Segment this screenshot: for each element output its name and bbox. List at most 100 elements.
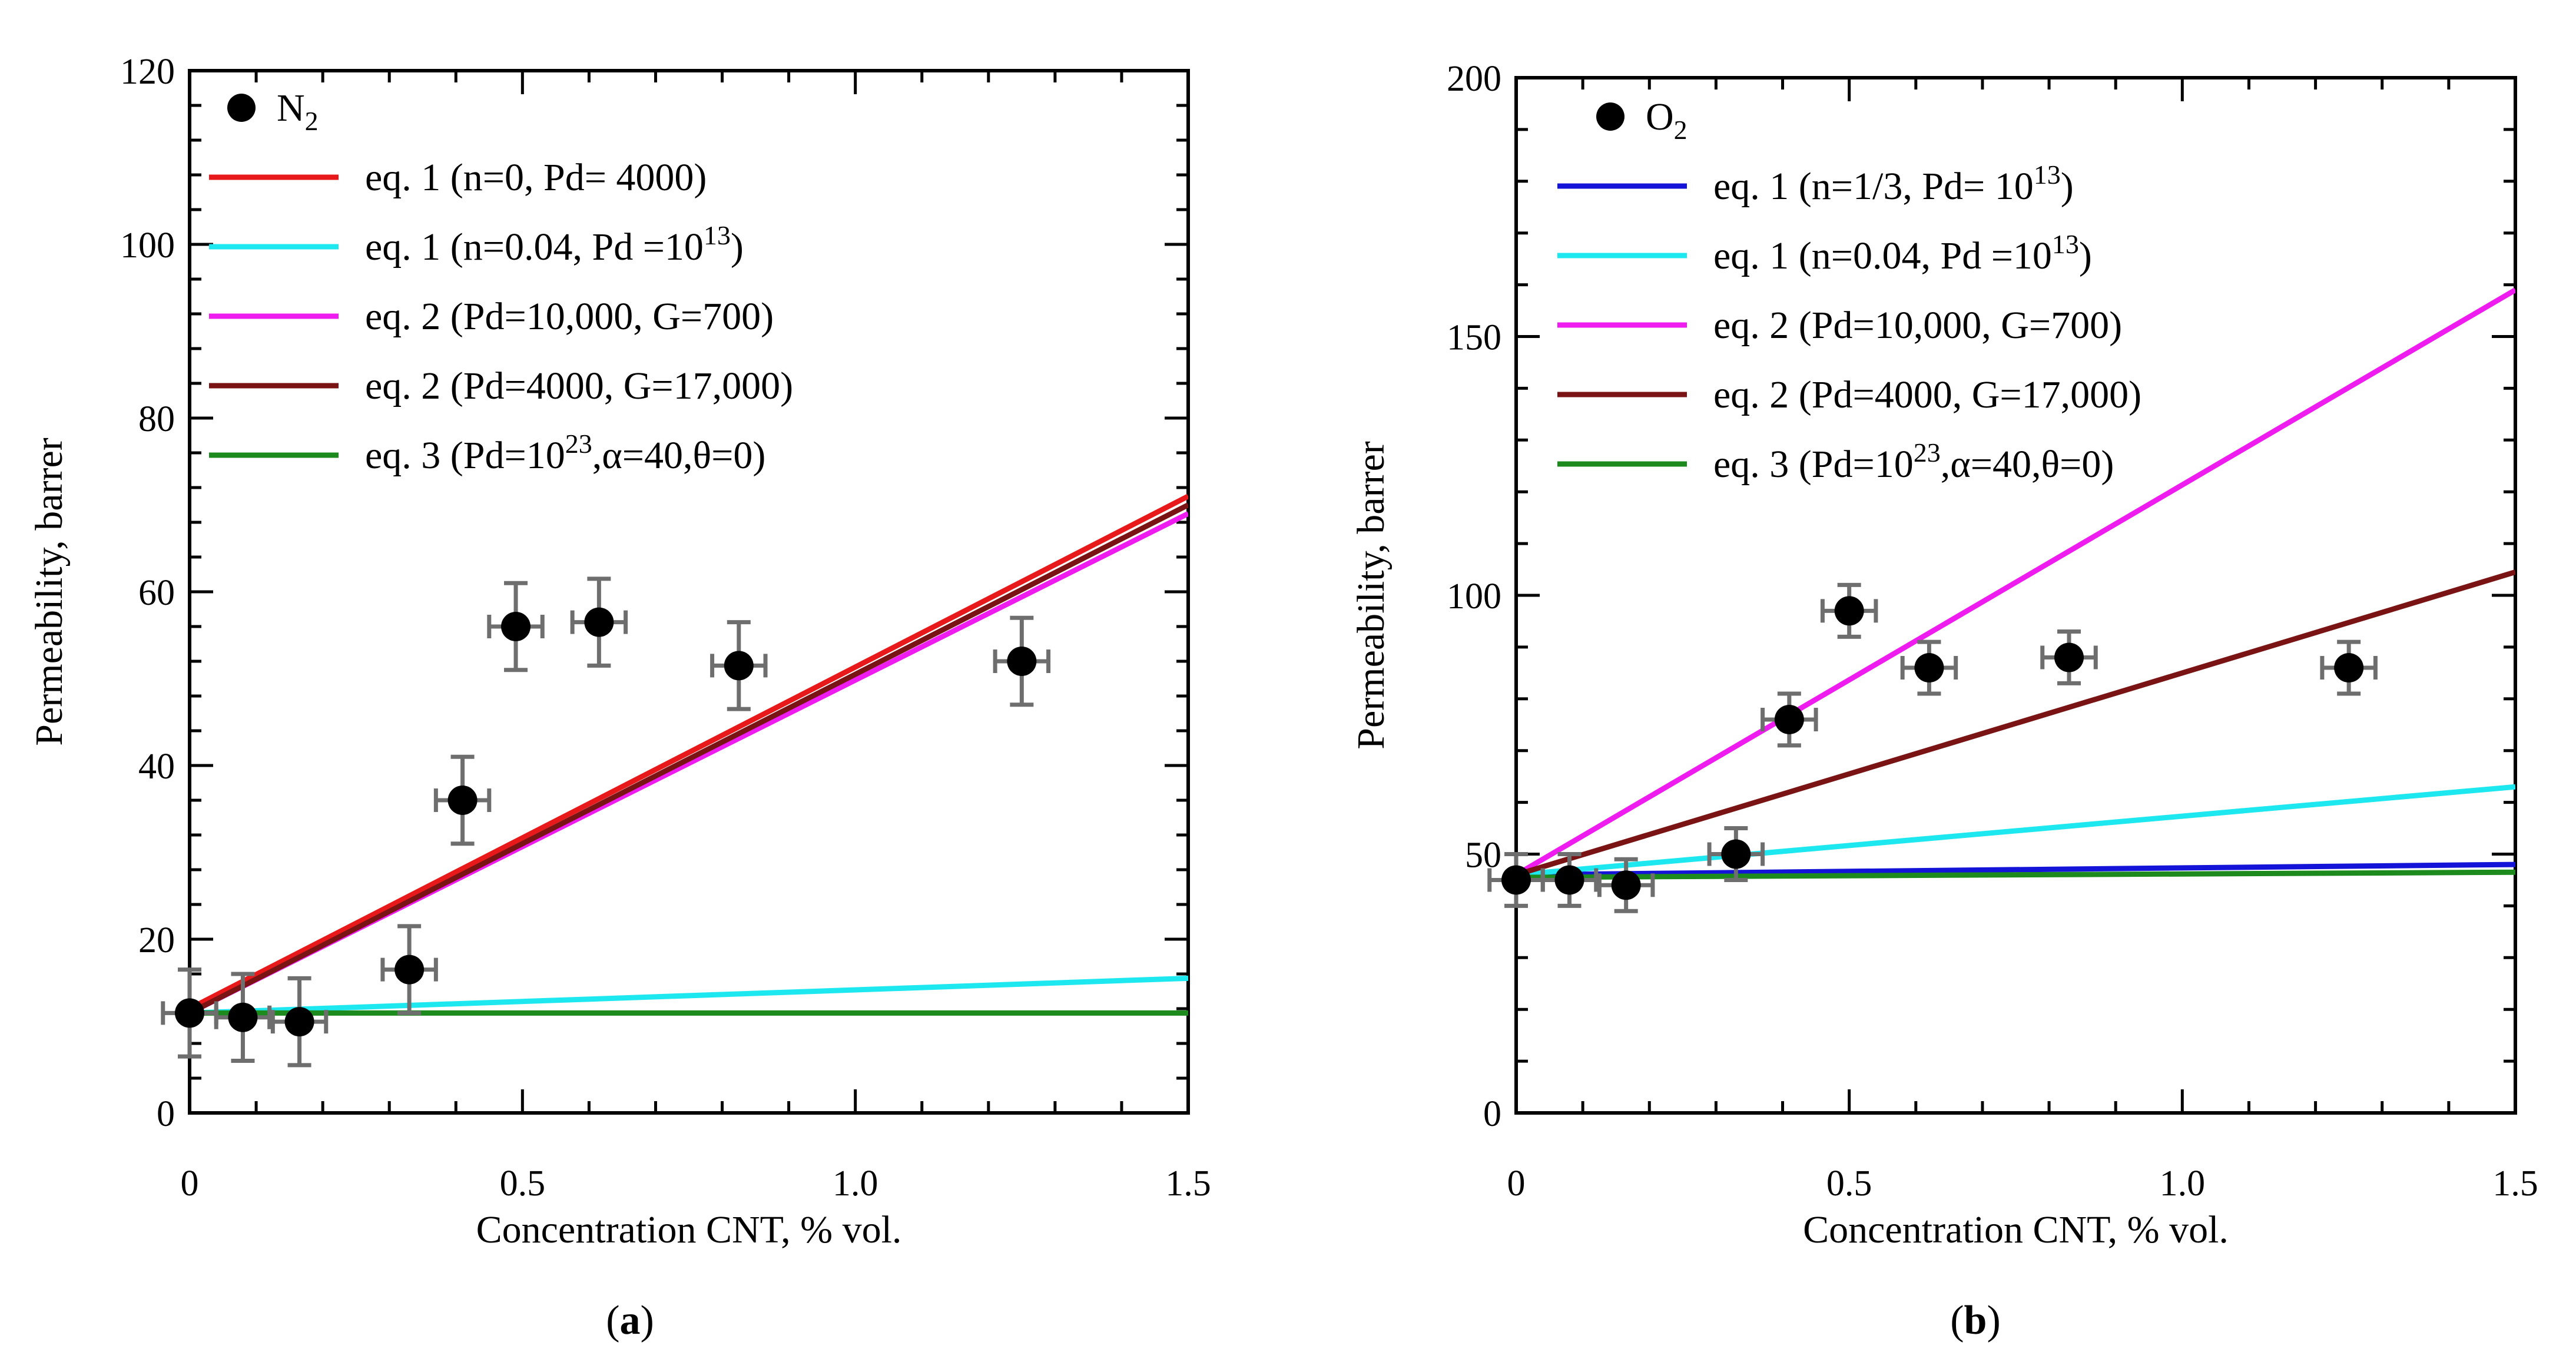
legend-text-part: eq. 2 (Pd=4000, G=17,000) bbox=[1713, 373, 2141, 416]
legend-text-part: ) bbox=[2079, 234, 2092, 277]
series-line-3 bbox=[190, 502, 1188, 1016]
legend-marker-points bbox=[1596, 102, 1624, 131]
data-point bbox=[724, 651, 754, 681]
panel-b: 0 0.5 1.0 1.5 0 50 100 150 200 Concentration CNT,… bbox=[1350, 59, 2538, 1343]
legend-marker-points bbox=[227, 94, 256, 122]
legend-superscript: 23 bbox=[565, 429, 592, 459]
x-tick-label: 1.0 bbox=[2160, 1164, 2206, 1204]
legend-superscript: 13 bbox=[704, 220, 731, 250]
y-tick-label: 20 bbox=[138, 920, 175, 960]
legend-text-part: eq. 2 (Pd=10,000, G=700) bbox=[365, 295, 774, 338]
x-tick-label: 1.0 bbox=[833, 1164, 878, 1204]
legend-text-part: ,α=40,θ=0) bbox=[1941, 443, 2114, 486]
data-point bbox=[1554, 865, 1584, 895]
y-tick-label: 0 bbox=[1483, 1094, 1501, 1134]
data-point bbox=[394, 955, 425, 985]
data-point bbox=[1834, 596, 1864, 626]
data-point bbox=[447, 786, 478, 815]
data-point bbox=[1721, 839, 1751, 869]
y-tick-label: 0 bbox=[157, 1094, 175, 1134]
legend-label-points: N2 bbox=[277, 87, 319, 136]
x-tick-label: 1.5 bbox=[2492, 1164, 2538, 1204]
legend-label-sub: 2 bbox=[1674, 115, 1688, 145]
legend-text-part: eq. 1 (n=0.04, Pd =10 bbox=[1713, 234, 2052, 277]
y-axis-title: Permeability, barrer bbox=[28, 438, 71, 746]
legend-superscript: 23 bbox=[1914, 438, 1941, 468]
data-point bbox=[584, 607, 614, 637]
y-tick-label: 80 bbox=[138, 399, 175, 439]
legend-text-part: eq. 1 (n=0, Pd= 4000) bbox=[365, 156, 707, 199]
legend-label-0: eq. 1 (n=1/3, Pd= 1013) bbox=[1713, 160, 2074, 208]
legend-label-1: eq. 1 (n=0.04, Pd =1013) bbox=[365, 220, 744, 269]
x-axis-title: Concentration CNT, % vol. bbox=[476, 1208, 902, 1251]
legend-label-0: eq. 1 (n=0, Pd= 4000) bbox=[365, 156, 707, 199]
panel-label: (b) bbox=[1950, 1298, 2001, 1343]
series-line-1 bbox=[1516, 784, 2515, 878]
y-tick-label: 150 bbox=[1447, 318, 1501, 358]
data-point bbox=[1914, 653, 1944, 683]
legend-text-part: eq. 3 (Pd=10 bbox=[1713, 443, 1914, 486]
legend-text-part: eq. 1 (n=1/3, Pd= 10 bbox=[1713, 165, 2034, 208]
series-line-0 bbox=[1516, 861, 2515, 878]
legend-text-part: eq. 3 (Pd=10 bbox=[365, 434, 565, 477]
panel-label-close: ) bbox=[641, 1298, 654, 1343]
panel-label: (a) bbox=[606, 1298, 654, 1343]
data-point bbox=[1007, 647, 1037, 676]
x-tick-label: 1.5 bbox=[1165, 1164, 1211, 1204]
panel-label-letter: a bbox=[620, 1298, 641, 1343]
data-point bbox=[2334, 653, 2364, 683]
data-point bbox=[1774, 704, 1804, 734]
legend-label-sub: 2 bbox=[305, 106, 319, 136]
panel-label-letter: b bbox=[1964, 1298, 1987, 1343]
legend-label-main: O bbox=[1646, 95, 1674, 138]
legend-text-part: eq. 2 (Pd=4000, G=17,000) bbox=[365, 364, 793, 407]
y-tick-label: 200 bbox=[1447, 59, 1501, 99]
model-lines bbox=[1516, 287, 2515, 880]
series-line-2 bbox=[1516, 287, 2515, 877]
legend-superscript: 13 bbox=[2034, 160, 2061, 190]
series-line-4 bbox=[1516, 869, 2515, 880]
data-points bbox=[161, 576, 1051, 1068]
legend-text-part: ) bbox=[731, 226, 744, 269]
legend-text-part: ,α=40,θ=0) bbox=[592, 434, 766, 477]
legend-text-part: eq. 2 (Pd=10,000, G=700) bbox=[1713, 304, 2122, 347]
x-tick-label: 0 bbox=[181, 1164, 199, 1204]
data-point bbox=[1501, 865, 1531, 895]
y-tick-label: 40 bbox=[138, 747, 175, 787]
legend-label-main: N bbox=[277, 87, 305, 130]
y-tick-label: 50 bbox=[1465, 836, 1501, 876]
legend-label-1: eq. 1 (n=0.04, Pd =1013) bbox=[1713, 229, 2092, 277]
panel-label-close: ) bbox=[1987, 1298, 2000, 1343]
x-tick-label: 0.5 bbox=[500, 1164, 546, 1204]
y-tick-label: 120 bbox=[120, 52, 175, 92]
series-line-0 bbox=[190, 493, 1188, 1012]
data-points bbox=[1487, 582, 2378, 913]
legend: N2 eq. 1 (n=0, Pd= 4000) eq. 1 (n=0.04, Pd… bbox=[209, 87, 793, 477]
panel-label-open: ( bbox=[1950, 1298, 1964, 1343]
panel-label-open: ( bbox=[606, 1298, 619, 1343]
x-tick-label: 0 bbox=[1507, 1164, 1526, 1204]
ticks bbox=[188, 69, 1190, 1115]
legend-text-part: ) bbox=[2061, 165, 2074, 208]
data-point bbox=[1611, 870, 1641, 900]
legend-label-3: eq. 2 (Pd=4000, G=17,000) bbox=[1713, 373, 2141, 416]
x-tick-label: 0.5 bbox=[1826, 1164, 1872, 1204]
data-point bbox=[175, 998, 204, 1028]
legend-label-2: eq. 2 (Pd=10,000, G=700) bbox=[1713, 304, 2122, 347]
legend-label-points: O2 bbox=[1646, 95, 1688, 145]
data-point bbox=[284, 1007, 314, 1037]
legend-label-3: eq. 2 (Pd=4000, G=17,000) bbox=[365, 364, 793, 407]
panel-a: 0 0.5 1.0 1.5 0 20 40 60 80 100 120 Concentration C… bbox=[28, 52, 1211, 1343]
y-tick-label: 100 bbox=[120, 226, 175, 266]
x-axis-title: Concentration CNT, % vol. bbox=[1803, 1208, 2229, 1251]
model-lines bbox=[190, 493, 1188, 1016]
y-axis-title: Permeability, barrer bbox=[1350, 441, 1393, 750]
legend-text-part: eq. 1 (n=0.04, Pd =10 bbox=[365, 226, 704, 269]
y-tick-label: 100 bbox=[1447, 576, 1501, 617]
legend-label-4: eq. 3 (Pd=1023,α=40,θ=0) bbox=[1713, 438, 2114, 486]
series-line-1 bbox=[190, 975, 1188, 1016]
y-tick-label: 60 bbox=[138, 573, 175, 613]
legend-label-4: eq. 3 (Pd=1023,α=40,θ=0) bbox=[365, 429, 765, 477]
